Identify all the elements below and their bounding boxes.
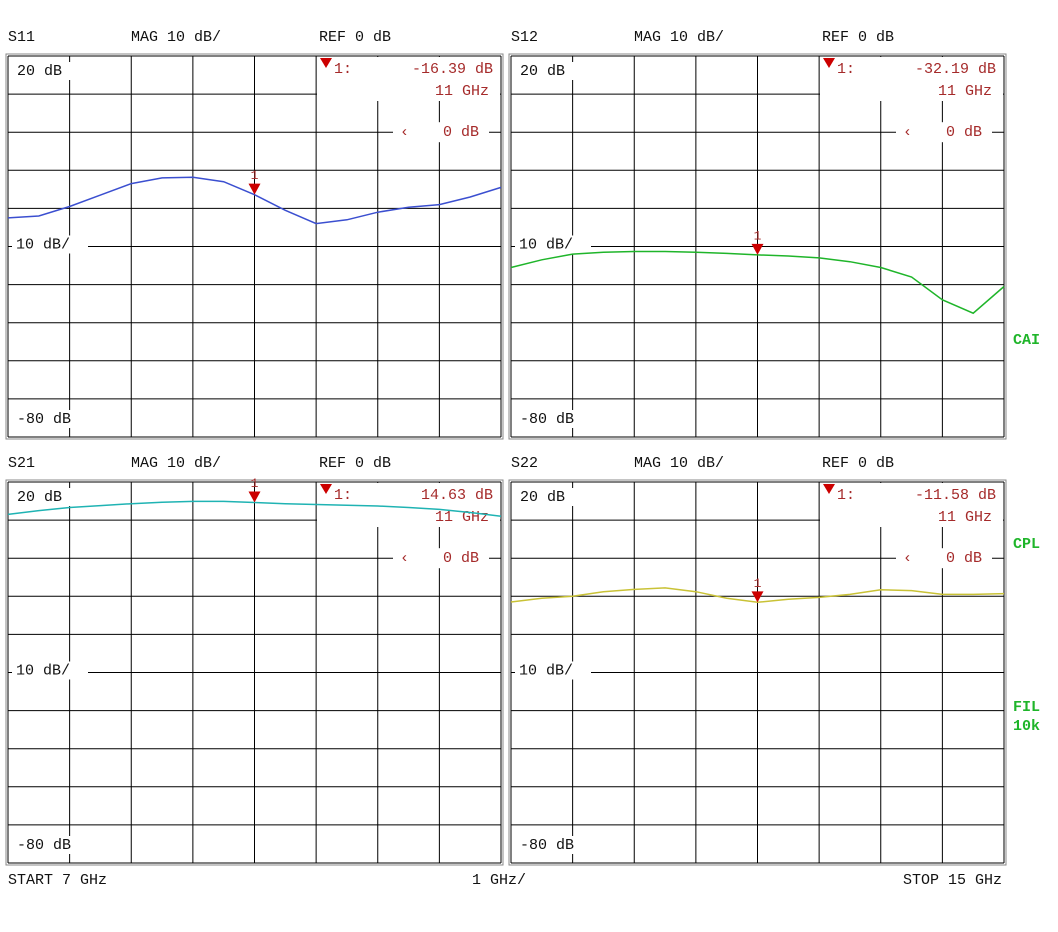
y-tick-label: 20 dB <box>17 489 62 506</box>
readout-value: -11.58 dB <box>915 487 996 504</box>
marker <box>248 491 261 503</box>
scale-bg <box>515 235 591 254</box>
tick-bg <box>517 62 579 80</box>
side-label: CAI <box>1013 332 1040 349</box>
trace <box>510 250 1005 315</box>
marker-label: 1 <box>754 228 762 243</box>
format-label: MAG 10 dB/ <box>634 455 724 472</box>
marker <box>751 243 764 255</box>
trace <box>7 500 502 518</box>
ref-marker-label: 0 dB <box>946 550 982 567</box>
y-tick-label: -80 dB <box>520 837 574 854</box>
marker <box>248 183 261 195</box>
readout-box <box>820 483 1003 527</box>
ref-box <box>393 548 489 569</box>
readout-triangle <box>320 484 332 494</box>
readout-index: 1: <box>334 61 352 78</box>
ref-label: REF 0 dB <box>319 29 391 46</box>
readout-triangle <box>320 58 332 68</box>
trace <box>7 176 502 225</box>
readout-triangle <box>823 58 835 68</box>
start-label: START 7 GHz <box>8 872 107 889</box>
tick-bg <box>517 836 579 854</box>
scale-label: 10 dB/ <box>16 662 70 679</box>
ref-label: REF 0 dB <box>319 455 391 472</box>
panel-title: S21 <box>8 455 35 472</box>
side-label: FIL <box>1013 699 1040 716</box>
span-label: 1 GHz/ <box>472 872 526 889</box>
ref-marker-label: 0 dB <box>443 124 479 141</box>
stop-label: STOP 15 GHz <box>903 872 1002 889</box>
side-label: CPL <box>1013 536 1040 553</box>
tick-bg <box>517 410 579 428</box>
ref-box <box>896 122 992 143</box>
ref-label: REF 0 dB <box>822 455 894 472</box>
panel-title: S22 <box>511 455 538 472</box>
y-tick-label: -80 dB <box>17 837 71 854</box>
y-tick-label: 20 dB <box>520 489 565 506</box>
ref-label: REF 0 dB <box>822 29 894 46</box>
format-label: MAG 10 dB/ <box>634 29 724 46</box>
ref-arrow: ‹ <box>400 550 409 567</box>
scale-label: 10 dB/ <box>519 662 573 679</box>
scale-bg <box>12 661 88 680</box>
format-label: MAG 10 dB/ <box>131 455 221 472</box>
panel-frame <box>5 479 504 866</box>
scale-bg <box>515 661 591 680</box>
y-tick-label: -80 dB <box>17 411 71 428</box>
readout-value: 14.63 dB <box>421 487 493 504</box>
scale-label: 10 dB/ <box>16 236 70 253</box>
marker-label: 1 <box>251 476 259 491</box>
scale-label: 10 dB/ <box>519 236 573 253</box>
ref-box <box>896 548 992 569</box>
readout-x: 11 GHz <box>435 83 489 100</box>
panel-title: S11 <box>8 29 35 46</box>
panel-frame <box>508 479 1007 866</box>
readout-index: 1: <box>334 487 352 504</box>
ref-box <box>393 122 489 143</box>
ref-marker-label: 0 dB <box>946 124 982 141</box>
tick-bg <box>14 836 76 854</box>
readout-index: 1: <box>837 487 855 504</box>
marker-label: 1 <box>251 168 259 183</box>
readout-value: -16.39 dB <box>412 61 493 78</box>
readout-x: 11 GHz <box>938 83 992 100</box>
y-tick-label: 20 dB <box>17 63 62 80</box>
tick-bg <box>14 488 76 506</box>
format-label: MAG 10 dB/ <box>131 29 221 46</box>
panel-frame <box>508 53 1007 440</box>
y-tick-label: 20 dB <box>520 63 565 80</box>
readout-box <box>820 57 1003 101</box>
readout-value: -32.19 dB <box>915 61 996 78</box>
panel-frame <box>5 53 504 440</box>
readout-index: 1: <box>837 61 855 78</box>
scale-bg <box>12 235 88 254</box>
readout-x: 11 GHz <box>938 509 992 526</box>
marker <box>751 591 764 603</box>
readout-triangle <box>823 484 835 494</box>
ref-arrow: ‹ <box>903 550 912 567</box>
ref-arrow: ‹ <box>903 124 912 141</box>
tick-bg <box>14 410 76 428</box>
tick-bg <box>14 62 76 80</box>
y-tick-label: -80 dB <box>520 411 574 428</box>
ref-arrow: ‹ <box>400 124 409 141</box>
panel-title: S12 <box>511 29 538 46</box>
marker-label: 1 <box>754 576 762 591</box>
readout-box <box>317 57 500 101</box>
side-label: 10k <box>1013 718 1040 735</box>
ref-marker-label: 0 dB <box>443 550 479 567</box>
tick-bg <box>517 488 579 506</box>
